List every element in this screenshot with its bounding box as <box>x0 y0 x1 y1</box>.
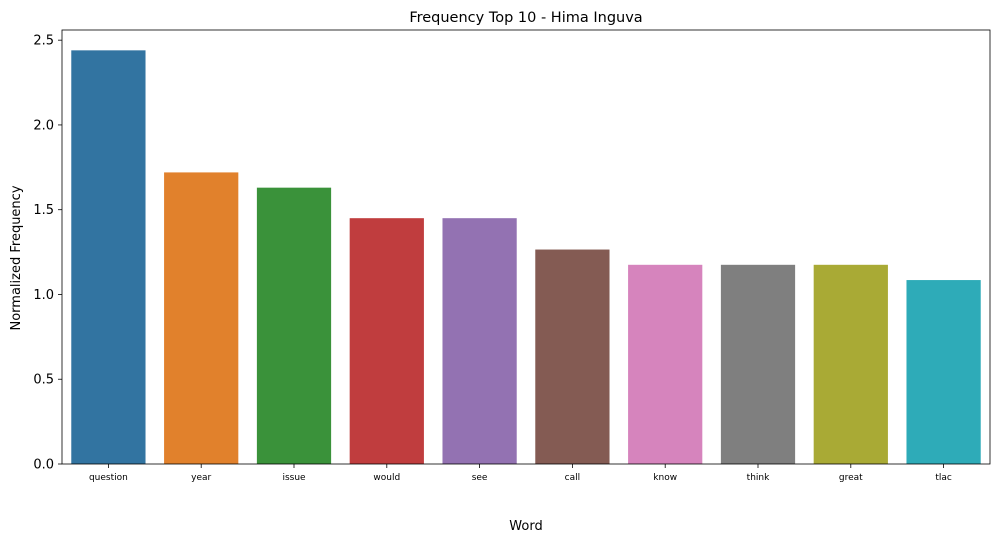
y-axis-label: Normalized Frequency <box>9 185 24 330</box>
bar-think <box>720 264 796 464</box>
plot-frame <box>61 29 991 465</box>
bar-great <box>813 264 888 464</box>
x-tick-label-issue: issue <box>282 473 306 483</box>
y-tick-label: 1.5 <box>33 203 54 218</box>
bar-would <box>349 218 424 464</box>
x-tick-label-call: call <box>565 473 580 483</box>
x-tick-label-great: great <box>839 473 863 483</box>
y-tick-label: 1.0 <box>33 288 54 303</box>
y-tick-label: 0.0 <box>33 458 54 473</box>
bar-tlac <box>906 280 981 464</box>
x-tick-label-think: think <box>747 473 770 483</box>
bar-issue <box>256 187 332 464</box>
x-tick-label-see: see <box>472 473 488 483</box>
x-tick-label-would: would <box>373 473 400 483</box>
bar-question <box>71 50 146 465</box>
y-tick-label: 2.0 <box>33 118 54 133</box>
x-tick-label-question: question <box>89 473 128 483</box>
x-tick-label-year: year <box>191 473 211 483</box>
y-tick-label: 0.5 <box>33 373 54 388</box>
y-tick-label: 2.5 <box>33 34 54 49</box>
x-axis-label: Word <box>509 519 542 534</box>
x-tick-label-tlac: tlac <box>935 473 952 483</box>
x-tick-label-know: know <box>653 473 677 483</box>
bar-know <box>628 264 703 464</box>
bar-see <box>442 218 517 464</box>
chart-title: Frequency Top 10 - Hima Inguva <box>409 10 642 26</box>
bar-call <box>535 249 610 464</box>
bar-year <box>164 172 239 464</box>
